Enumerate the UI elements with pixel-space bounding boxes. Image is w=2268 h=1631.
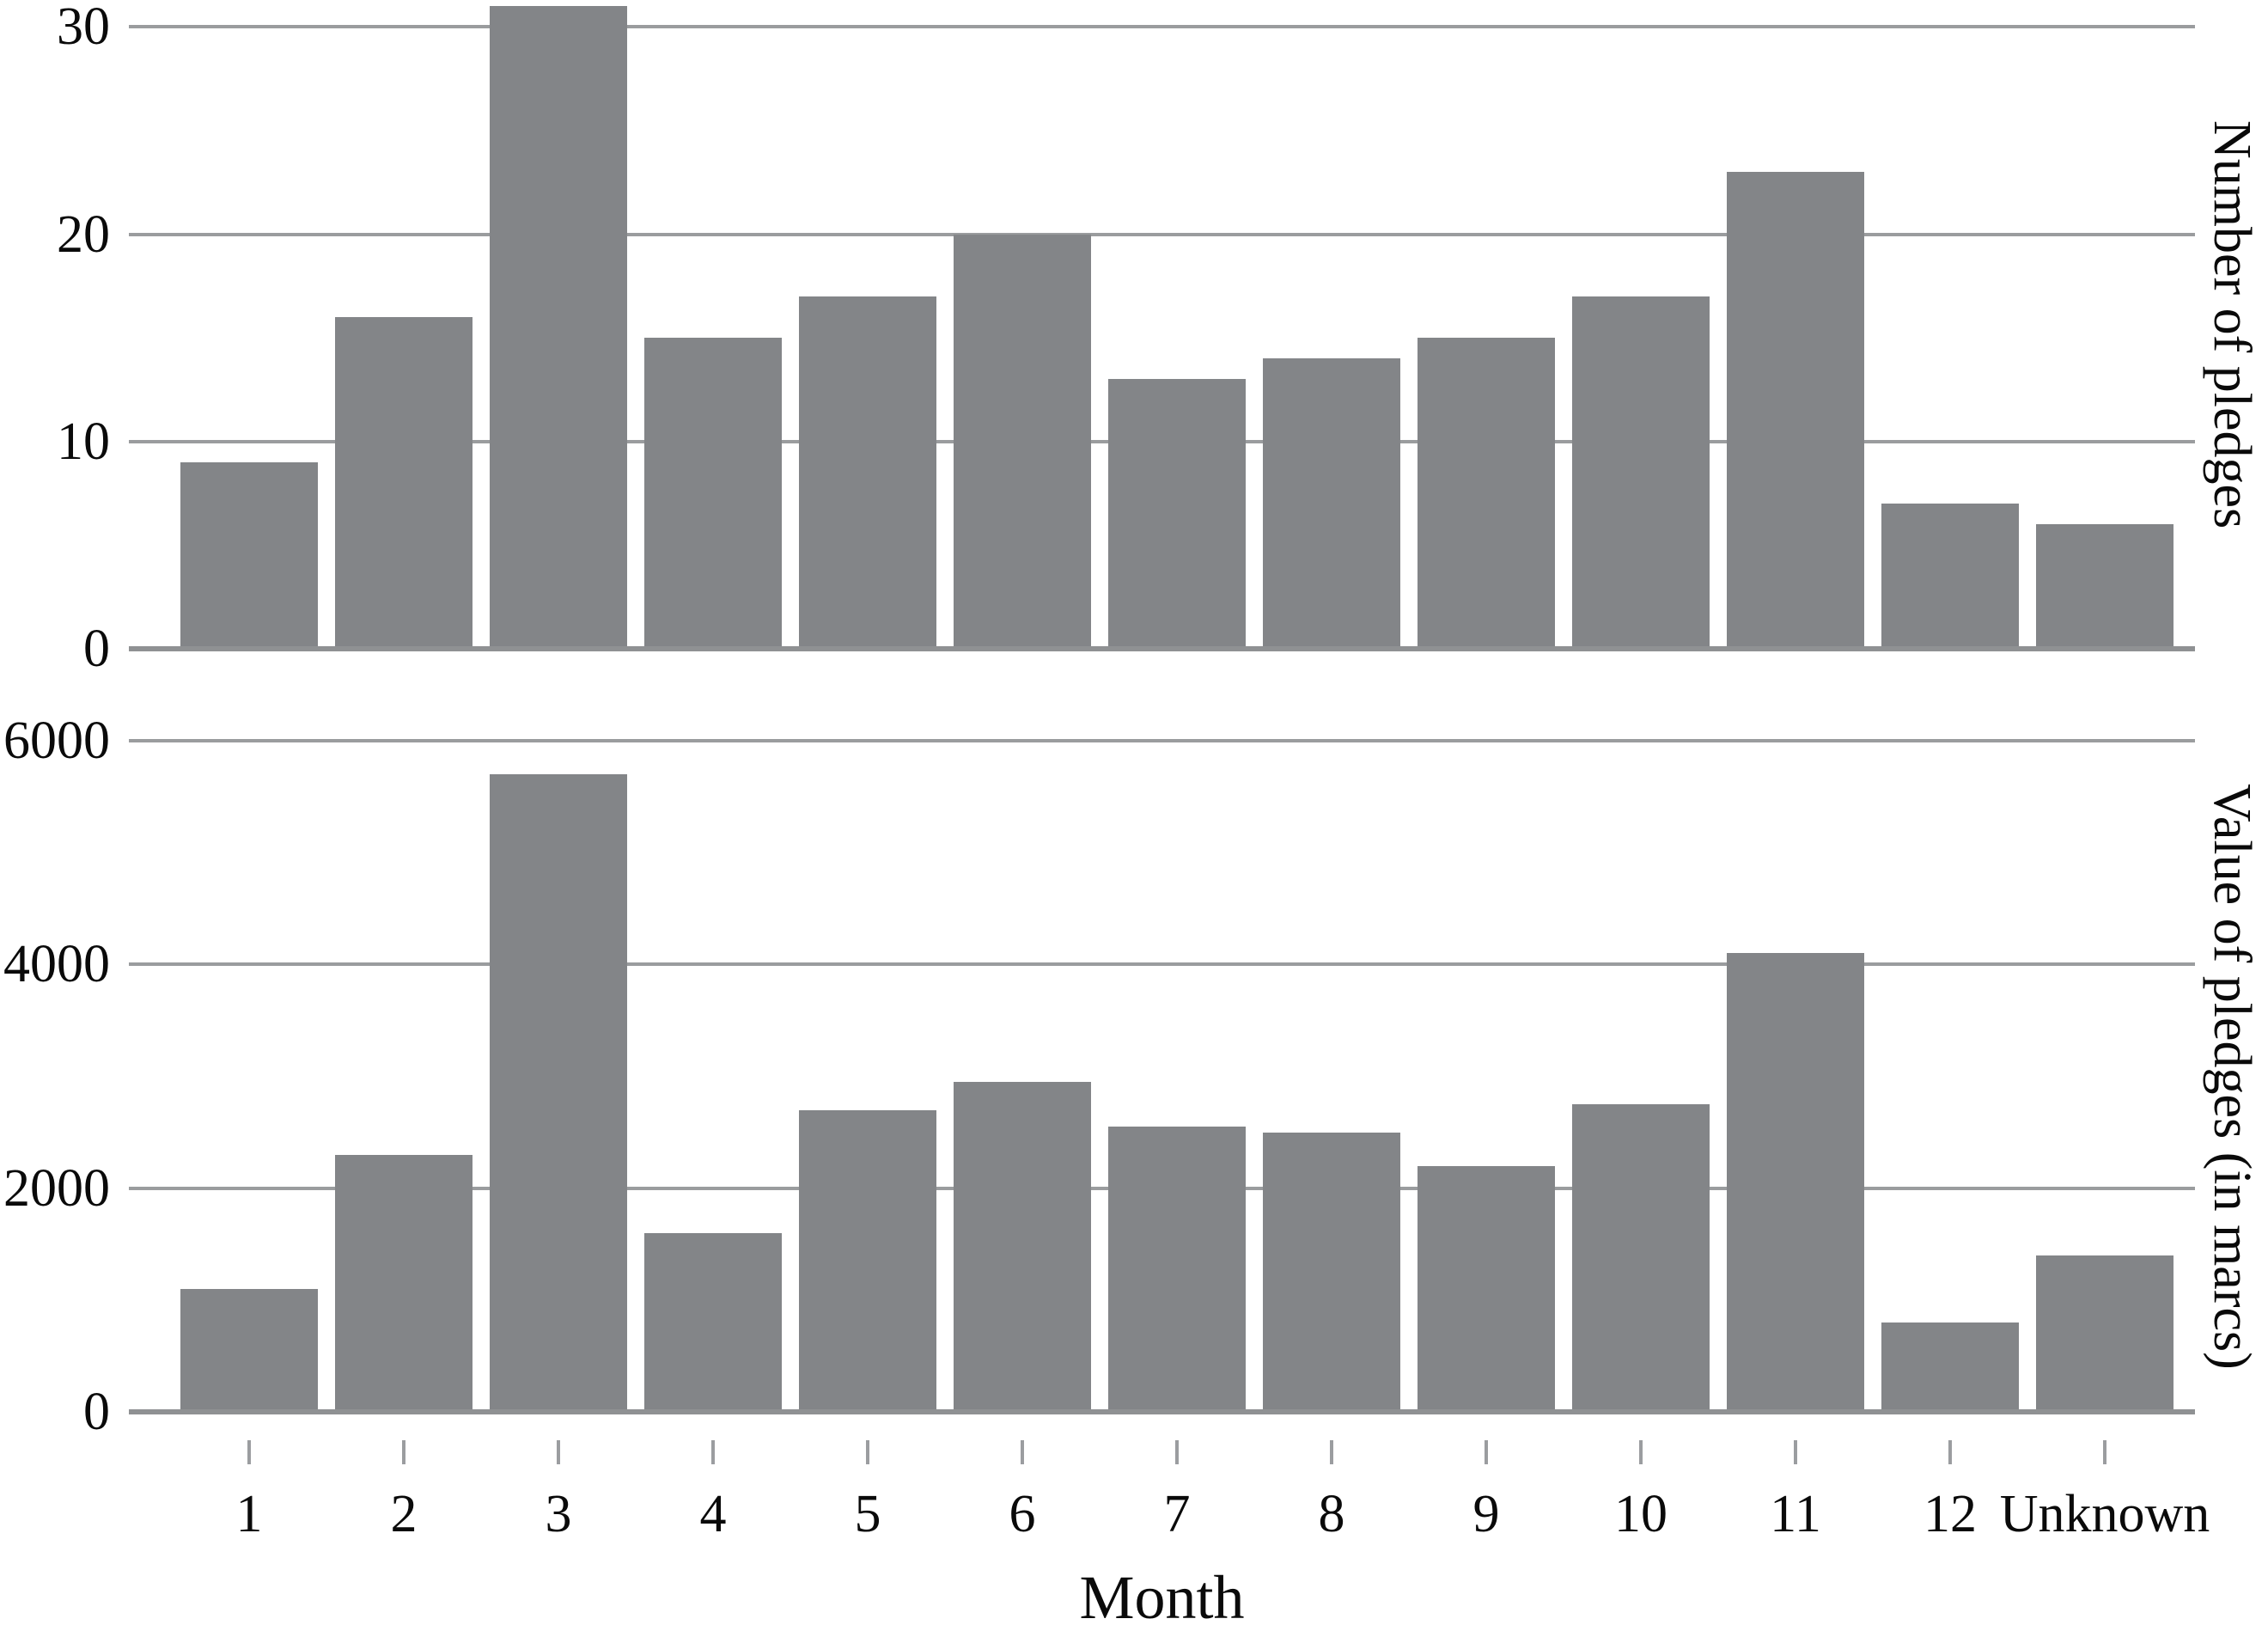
bar-8	[1263, 1133, 1400, 1412]
bar-9	[1418, 1166, 1555, 1412]
y-axis-tick-labels-value: 0 2000 4000 6000	[0, 714, 110, 1439]
gridline-4000	[129, 962, 2195, 967]
bar-10	[1572, 1104, 1710, 1412]
x-tick-label-5: 5	[854, 1485, 881, 1543]
bar-9	[1418, 338, 1555, 649]
y-tick-label-2000: 2000	[3, 1158, 110, 1218]
bar-11	[1727, 172, 1864, 649]
x-tick-mark-7	[1175, 1440, 1179, 1464]
gridline-30	[129, 25, 2195, 29]
x-tick-mark-4	[711, 1440, 715, 1464]
bar-5	[799, 1110, 936, 1412]
y-axis-title-value-of-pledges: Value of pledges (in marcs)	[2203, 783, 2261, 1370]
y-tick-label-0: 0	[83, 620, 110, 678]
x-tick-label-9: 9	[1472, 1485, 1500, 1543]
bar-5	[799, 296, 936, 649]
bar-1	[180, 1289, 318, 1412]
x-tick-mark-11	[1794, 1440, 1797, 1464]
gridline-6000	[129, 739, 2195, 742]
y-tick-label-10: 10	[57, 412, 110, 471]
x-tick-label-1: 1	[235, 1485, 263, 1543]
bar-7	[1108, 379, 1246, 649]
x-tick-label-6: 6	[1009, 1485, 1036, 1543]
x-axis: Month 1 2 3 4 5 6 7 8 9 10 11 12 Unknown	[129, 1412, 2210, 1631]
y-tick-label-4000: 4000	[3, 935, 110, 994]
x-axis-line	[129, 1409, 2195, 1414]
plot-area-number-of-pledges	[129, 0, 2195, 651]
bar-4	[644, 1233, 782, 1412]
x-axis-title: Month	[1079, 1563, 1245, 1631]
gridline-20	[129, 232, 2195, 236]
x-tick-label-10: 10	[1614, 1485, 1667, 1543]
bar-8	[1263, 358, 1400, 649]
x-tick-mark-3	[557, 1440, 560, 1464]
x-tick-mark-2	[402, 1440, 405, 1464]
bar-10	[1572, 296, 1710, 649]
y-tick-label-6000: 6000	[3, 712, 110, 770]
x-tick-mark-Unknown	[2103, 1440, 2106, 1464]
bar-11	[1727, 953, 1864, 1412]
x-tick-label-11: 11	[1770, 1485, 1821, 1543]
x-tick-mark-5	[866, 1440, 869, 1464]
bar-3	[490, 774, 627, 1412]
y-axis-title-number-of-pledges: Number of pledges	[2203, 119, 2261, 529]
x-tick-mark-10	[1639, 1440, 1643, 1464]
x-tick-mark-8	[1330, 1440, 1333, 1464]
x-tick-label-Unknown: Unknown	[1999, 1485, 2210, 1543]
y-tick-label-0: 0	[83, 1383, 110, 1441]
bar-Unknown	[2036, 524, 2174, 649]
bar-1	[180, 462, 318, 649]
bar-Unknown	[2036, 1255, 2174, 1412]
x-tick-label-3: 3	[545, 1485, 572, 1543]
bar-6	[954, 235, 1091, 649]
y-tick-label-30: 30	[57, 0, 110, 57]
bar-2	[335, 317, 472, 649]
x-tick-label-7: 7	[1163, 1485, 1191, 1543]
x-tick-label-4: 4	[699, 1485, 727, 1543]
x-tick-mark-6	[1021, 1440, 1024, 1464]
y-tick-label-20: 20	[57, 205, 110, 264]
bar-2	[335, 1155, 472, 1412]
bar-6	[954, 1082, 1091, 1412]
x-tick-mark-1	[247, 1440, 251, 1464]
bar-7	[1108, 1127, 1246, 1412]
bar-12	[1881, 504, 2019, 649]
x-tick-label-8: 8	[1318, 1485, 1345, 1543]
x-tick-mark-9	[1485, 1440, 1488, 1464]
bar-4	[644, 338, 782, 649]
x-tick-label-2: 2	[390, 1485, 418, 1543]
x-tick-mark-12	[1948, 1440, 1952, 1464]
bar-3	[490, 6, 627, 649]
plot-area-value-of-pledges	[129, 739, 2195, 1414]
x-tick-label-12: 12	[1924, 1485, 1977, 1543]
bar-12	[1881, 1323, 2019, 1412]
y-axis-tick-labels-number: 0 10 20 30	[0, 0, 110, 675]
x-axis-line	[129, 646, 2195, 651]
